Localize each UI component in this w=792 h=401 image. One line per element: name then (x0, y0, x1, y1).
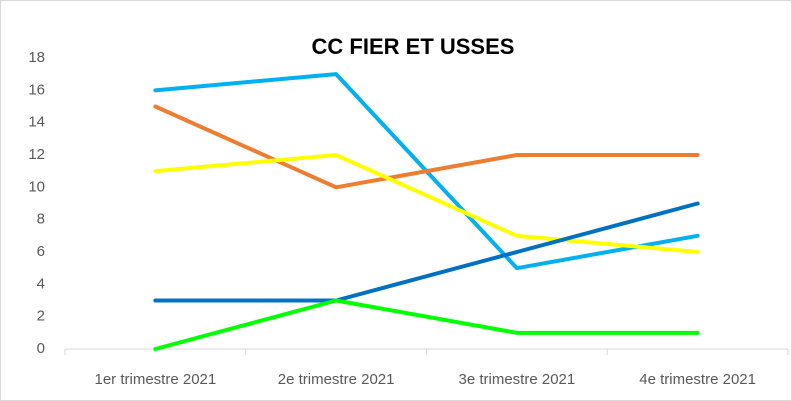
y-tick-label: 14 (28, 114, 45, 131)
chart-title: CC FIER ET USSES (312, 34, 515, 59)
x-tick-label: 4e trimestre 2021 (639, 371, 756, 388)
y-tick-label: 0 (37, 340, 45, 357)
y-tick-label: 16 (28, 81, 45, 98)
y-tick-label: 18 (28, 49, 45, 66)
x-tick-label: 1er trimestre 2021 (95, 371, 217, 388)
series-line (153, 153, 700, 254)
x-tick-label: 3e trimestre 2021 (459, 371, 576, 388)
y-tick-label: 12 (28, 146, 45, 163)
y-tick-label: 4 (37, 275, 45, 292)
x-tick-label: 2e trimestre 2021 (278, 371, 395, 388)
series-line (153, 298, 700, 351)
y-tick-label: 10 (28, 178, 45, 195)
y-tick-label: 6 (37, 243, 45, 260)
y-tick-label: 2 (37, 308, 45, 325)
series-line (153, 104, 700, 190)
series-line (153, 201, 700, 303)
y-tick-label: 8 (37, 211, 45, 228)
